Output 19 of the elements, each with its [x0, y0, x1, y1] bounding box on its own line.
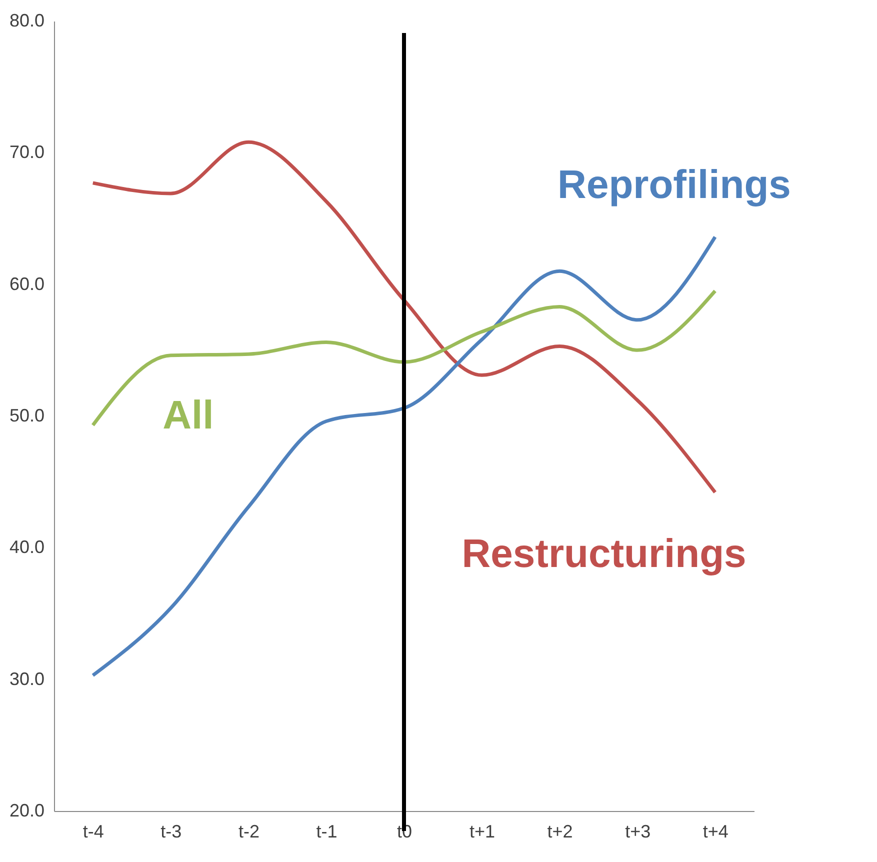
- x-tick-label: t+2: [547, 822, 573, 842]
- x-tick-label: t-4: [82, 822, 104, 842]
- x-tick-label: t+4: [702, 822, 728, 842]
- y-tick-label: 80.0: [9, 10, 44, 30]
- x-tick-label: t-1: [316, 822, 338, 842]
- series-label: All: [162, 393, 214, 438]
- x-tick-label: t-3: [160, 822, 182, 842]
- y-tick-label: 50.0: [9, 406, 44, 426]
- y-tick-label: 60.0: [9, 274, 44, 294]
- y-tick-label: 70.0: [9, 142, 44, 162]
- y-tick-label: 40.0: [9, 537, 44, 558]
- series-label: Restructurings: [462, 532, 746, 576]
- series-label: Reprofilings: [558, 163, 791, 208]
- x-tick-label: t-2: [238, 822, 260, 842]
- line-series: [91, 289, 717, 427]
- x-tick-label: t+3: [625, 822, 651, 842]
- y-tick-label: 30.0: [9, 668, 44, 689]
- y-tick-label: 20.0: [9, 800, 44, 820]
- x-tick-label: t+1: [470, 822, 496, 842]
